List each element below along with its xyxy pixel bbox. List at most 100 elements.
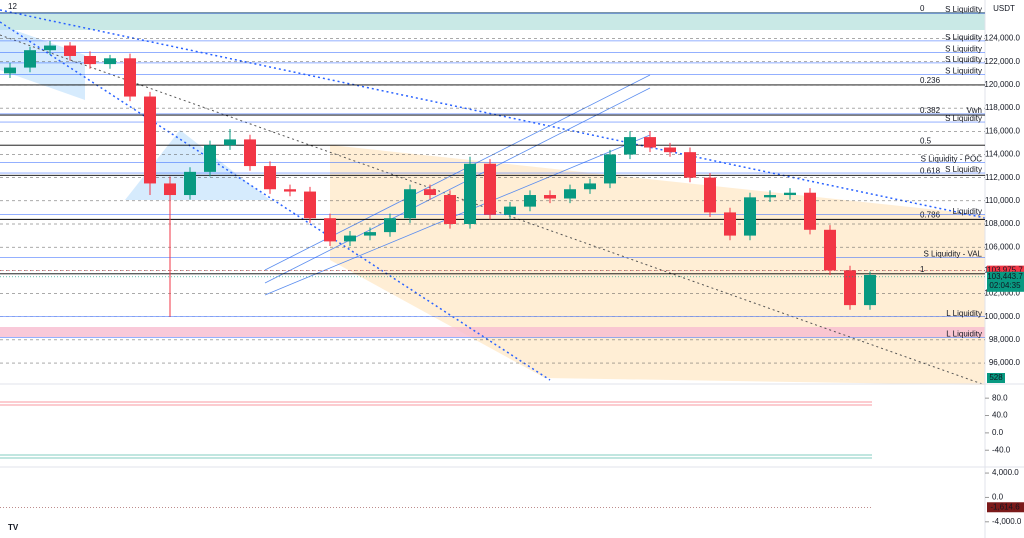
countdown: 02:04:35 bbox=[989, 281, 1021, 290]
zone-pink bbox=[0, 327, 985, 337]
interval: 12 bbox=[8, 2, 17, 11]
candle-body bbox=[144, 96, 156, 184]
candle-body bbox=[804, 192, 816, 230]
candle-body bbox=[744, 197, 756, 236]
macd-tag-label: -1,614.6 bbox=[990, 502, 1020, 511]
candle-body bbox=[524, 195, 536, 207]
candle-body bbox=[664, 147, 676, 153]
candle-body bbox=[364, 232, 376, 236]
fib-label: 0.382 bbox=[920, 106, 941, 115]
y-tick-label: 108,000.0 bbox=[984, 219, 1020, 228]
candle-body bbox=[444, 195, 456, 224]
candle-body bbox=[24, 50, 36, 68]
channel-line bbox=[264, 87, 651, 284]
liquidity-label: S Liquidity bbox=[945, 5, 982, 14]
candle-body bbox=[644, 137, 656, 148]
candle-body bbox=[704, 177, 716, 213]
y-tick-label: 120,000.0 bbox=[984, 80, 1020, 89]
candle-body bbox=[324, 218, 336, 242]
candle-body bbox=[244, 139, 256, 167]
logo[interactable]: TV bbox=[8, 523, 19, 532]
candle-body bbox=[484, 163, 496, 215]
candle-body bbox=[344, 235, 356, 242]
liquidity-label: S Liquidity bbox=[945, 45, 982, 54]
candle-body bbox=[864, 274, 876, 306]
fib-label: 0.236 bbox=[920, 76, 941, 85]
y-tick-label: 112,000.0 bbox=[985, 173, 1021, 182]
candle-body bbox=[604, 154, 616, 184]
candle-body bbox=[544, 195, 556, 199]
y-tick-label: 102,000.0 bbox=[984, 289, 1020, 298]
liquidity-label: Liquidity bbox=[953, 207, 982, 216]
candle-body bbox=[264, 166, 276, 190]
candle-body bbox=[424, 189, 436, 196]
candle-body bbox=[224, 139, 236, 146]
candle-body bbox=[124, 58, 136, 97]
trend-line bbox=[0, 34, 986, 386]
candle-body bbox=[44, 45, 56, 51]
zone-top bbox=[0, 12, 985, 30]
price-tag bbox=[987, 271, 1024, 292]
trend-line bbox=[0, 21, 551, 381]
channel-line bbox=[264, 134, 651, 296]
volume-label: 528 bbox=[989, 373, 1003, 382]
candle-body bbox=[4, 67, 16, 74]
candle-body bbox=[204, 145, 216, 172]
liquidity-label: Vwh bbox=[966, 106, 982, 115]
y-tick-label: 100,000.0 bbox=[984, 312, 1020, 321]
osc-tick-label: 80.0 bbox=[992, 393, 1008, 402]
zone-blue bbox=[125, 130, 270, 200]
candle-body bbox=[84, 55, 96, 65]
candle-body bbox=[104, 58, 116, 65]
fib-label: 0.618 bbox=[920, 166, 941, 175]
y-tick-label: 106,000.0 bbox=[984, 242, 1020, 251]
osc-tick-label: 0.0 bbox=[992, 428, 1004, 437]
y-tick-label: 118,000.0 bbox=[985, 103, 1021, 112]
fib-label: 1 bbox=[920, 265, 925, 274]
liquidity-label: S Liquidity bbox=[945, 55, 982, 64]
macd-tick-label: 0.0 bbox=[992, 493, 1004, 502]
currency: USDT bbox=[993, 4, 1015, 13]
candle-body bbox=[684, 152, 696, 178]
macd-tick-label: 4,000.0 bbox=[992, 468, 1019, 477]
candle-body bbox=[844, 270, 856, 306]
y-tick-label: 116,000.0 bbox=[985, 126, 1021, 135]
volume-tag bbox=[987, 373, 1005, 383]
candle-body bbox=[184, 171, 196, 196]
fib-label: 0.5 bbox=[920, 136, 932, 145]
liquidity-label: S Liquidity bbox=[945, 67, 982, 76]
fib-label: 0 bbox=[920, 4, 925, 13]
price-tag-label: 103,975.7 bbox=[987, 266, 1023, 275]
osc-tick-label: -40.0 bbox=[992, 445, 1011, 454]
candle-body bbox=[304, 191, 316, 219]
liquidity-label: S Liquidity - POC bbox=[921, 155, 983, 164]
candle-body bbox=[284, 189, 296, 192]
candle-body bbox=[404, 189, 416, 219]
y-tick-label: 124,000.0 bbox=[984, 34, 1020, 43]
liquidity-label: L Liquidity bbox=[946, 330, 982, 339]
candle-body bbox=[724, 212, 736, 236]
y-tick-label: 114,000.0 bbox=[985, 150, 1021, 159]
candle-body bbox=[164, 183, 176, 196]
macd-tick-label: -4,000.0 bbox=[992, 517, 1022, 526]
candle-body bbox=[464, 163, 476, 224]
candle-body bbox=[764, 195, 776, 198]
liquidity-label: S Liquidity bbox=[945, 114, 982, 123]
macd-tag bbox=[987, 502, 1024, 513]
candle-body bbox=[584, 183, 596, 190]
y-tick-label: 110,000.0 bbox=[985, 196, 1021, 205]
candle-body bbox=[64, 45, 76, 56]
y-tick-label: 98,000.0 bbox=[989, 335, 1021, 344]
candle-body bbox=[564, 189, 576, 199]
liquidity-label: S Liquidity - VAL bbox=[923, 250, 982, 259]
liquidity-label: S Liquidity bbox=[945, 165, 982, 174]
candle-body bbox=[784, 192, 796, 196]
candle-body bbox=[504, 206, 516, 215]
y-tick-label: 96,000.0 bbox=[989, 358, 1021, 367]
y-tick-label: 122,000.0 bbox=[984, 57, 1020, 66]
candle-body bbox=[384, 218, 396, 233]
zone-blue bbox=[0, 25, 85, 100]
liquidity-label: S Liquidity bbox=[945, 33, 982, 42]
price-tag bbox=[987, 265, 1024, 276]
